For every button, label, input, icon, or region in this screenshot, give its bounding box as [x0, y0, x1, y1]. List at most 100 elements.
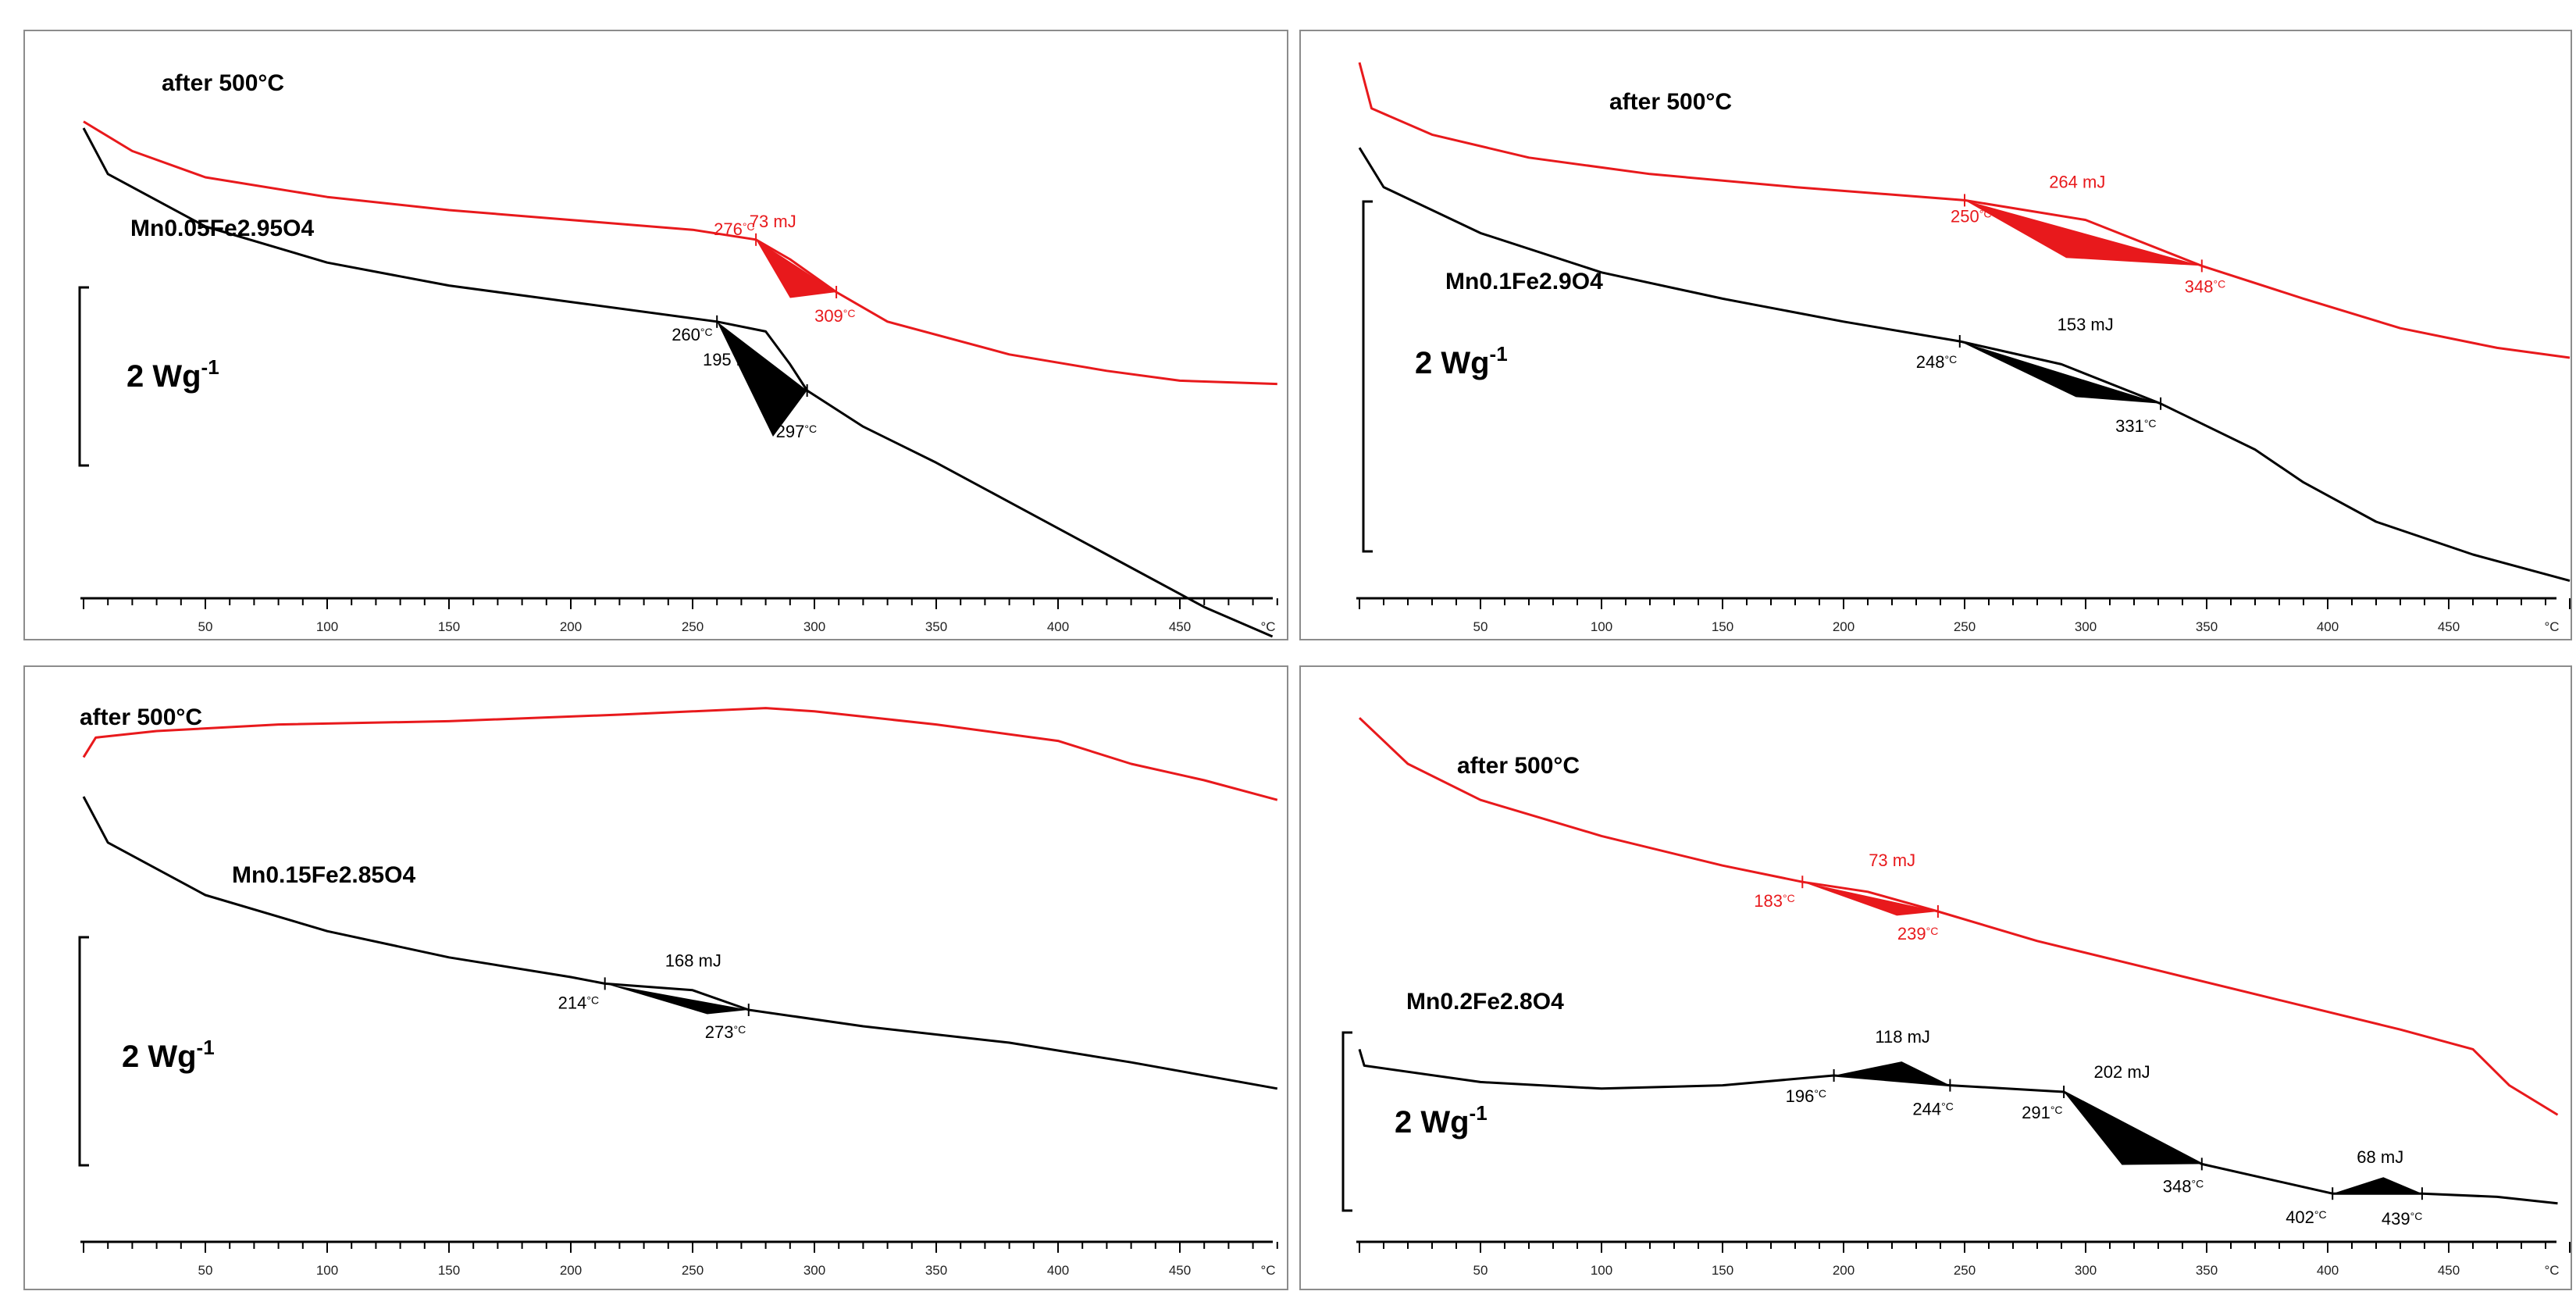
- x-tick-label: 350: [925, 1263, 947, 1278]
- x-axis-unit: °C: [2544, 1263, 2559, 1278]
- series-after-500: 183°C 239°C 73 mJ: [1358, 717, 2559, 1116]
- degree-unit: °C: [586, 993, 599, 1006]
- x-axis: 50 100 150 200 250 300 350 400 450 °C: [1356, 597, 2571, 634]
- peak-energy-label: 73 mJ: [1869, 851, 1915, 870]
- x-tick-label: 450: [2438, 619, 2460, 634]
- series-sample: 196°C 244°C 118 mJ 291°C 348°C 202 mJ 402°C 439…: [1358, 1027, 2558, 1229]
- x-tick-label: 100: [316, 1263, 338, 1278]
- sample-label: Mn0.05Fe2.95O4: [130, 216, 314, 241]
- x-tick-label: 300: [2075, 619, 2097, 634]
- x-tick-label: 450: [2438, 1263, 2460, 1278]
- peak-end-label: 309°C: [814, 306, 855, 326]
- series-sample: 248°C 331°C 153 mJ: [1358, 147, 2571, 583]
- peak-start-label: 291°C: [2022, 1103, 2062, 1122]
- degree-unit: °C: [2314, 1208, 2327, 1221]
- peak-end-label: 244°C: [1912, 1100, 1953, 1119]
- degree-unit: °C: [733, 1023, 746, 1036]
- series-line: [1358, 147, 2571, 583]
- peak-area: [717, 321, 807, 437]
- peak-end-label: 331°C: [2115, 416, 2156, 436]
- peak-energy-label: 118 mJ: [1875, 1027, 1930, 1047]
- peak-end-label: 297°C: [776, 422, 817, 441]
- degree-unit: °C: [2050, 1104, 2063, 1116]
- peak-area: [2332, 1177, 2422, 1194]
- after-500-label: after 500°C: [162, 70, 284, 96]
- peak-energy-label: 68 mJ: [2357, 1147, 2403, 1167]
- series-sample: 260°C 297°C 195 mJ: [82, 127, 1274, 638]
- x-tick-label: 450: [1169, 1263, 1191, 1278]
- dsc-panel-mn015: 50 100 150 200 250 300 350 400 450 °C 2 Wg-1 214°C 2…: [23, 665, 1288, 1290]
- dsc-panel-mn005: 50 100 150 200 250 300 350 400 450 °C 2 Wg-1 276°C 3…: [23, 30, 1288, 640]
- degree-unit: °C: [843, 307, 856, 319]
- scale-bar-label: 2 Wg-1: [1395, 1101, 1488, 1140]
- peak-start-label: 183°C: [1754, 891, 1794, 911]
- peak-start-label: 214°C: [558, 993, 599, 1012]
- x-tick-label: 150: [1712, 1263, 1733, 1278]
- after-500-label: after 500°C: [80, 704, 202, 730]
- x-tick-label: 300: [2075, 1263, 2097, 1278]
- peak-start-label: 250°C: [1951, 206, 1991, 226]
- peak-end-label: 348°C: [2185, 276, 2225, 296]
- peak-end-label: 239°C: [1897, 924, 1938, 943]
- series-line: [82, 796, 1278, 1090]
- sample-label: Mn0.15Fe2.85O4: [232, 862, 415, 888]
- series-line: [1358, 1048, 2558, 1205]
- peak-start-label: 402°C: [2286, 1207, 2326, 1227]
- dsc-chart: 50 100 150 200 250 300 350 400 450 °C2 Wg-1214°C2…: [78, 704, 1278, 1278]
- degree-unit: °C: [1814, 1087, 1826, 1100]
- x-tick-label: 250: [1954, 619, 1976, 634]
- peak-area: [756, 239, 837, 298]
- x-tick-label: 400: [1047, 619, 1069, 634]
- x-tick-label: 50: [198, 619, 213, 634]
- peak-area: [1802, 882, 1938, 916]
- peak-energy-label: 153 mJ: [2058, 315, 2114, 334]
- degree-unit: °C: [743, 220, 755, 233]
- x-tick-label: 50: [1473, 619, 1488, 634]
- degree-unit: °C: [2192, 1177, 2204, 1190]
- peak-energy-label: 202 mJ: [2094, 1062, 2150, 1082]
- scale-bar-label: 2 Wg-1: [122, 1036, 215, 1074]
- dsc-panel-mn01: 50 100 150 200 250 300 350 400 450 °C 2 Wg-1 250°C 3…: [1299, 30, 2572, 640]
- peak-end-label: 439°C: [2382, 1209, 2422, 1229]
- scale-bar-bracket: [1341, 1031, 1352, 1212]
- peak-end-label: 348°C: [2163, 1176, 2204, 1196]
- x-axis: 50 100 150 200 250 300 350 400 450 °C: [1356, 1240, 2571, 1278]
- x-tick-label: 400: [2317, 1263, 2339, 1278]
- peak-end-label: 273°C: [705, 1022, 746, 1042]
- peak-area: [1965, 200, 2202, 266]
- scale-bar: 2 Wg-1: [78, 936, 215, 1167]
- x-tick-label: 150: [438, 1263, 460, 1278]
- dsc-chart: 50 100 150 200 250 300 350 400 450 °C 2 Wg-1 250°C 3…: [1356, 62, 2571, 634]
- scale-bar: 2 Wg-1: [1341, 1031, 1488, 1212]
- scale-bar-bracket: [78, 286, 89, 467]
- degree-unit: °C: [1783, 892, 1795, 904]
- degree-unit: °C: [1945, 353, 1958, 366]
- series-line: [82, 707, 1278, 801]
- sample-label: Mn0.2Fe2.8O4: [1406, 989, 1564, 1015]
- x-axis-unit: °C: [1260, 619, 1275, 634]
- x-tick-label: 200: [560, 619, 582, 634]
- x-tick-label: 400: [2317, 619, 2339, 634]
- peak-start-label: 260°C: [672, 325, 712, 344]
- degree-unit: °C: [1941, 1100, 1954, 1113]
- series-sample: 214°C 273°C 168 mJ: [82, 796, 1278, 1090]
- x-tick-label: 350: [2196, 619, 2218, 634]
- scale-bar: 2 Wg-1: [78, 286, 219, 467]
- series-line: [1358, 62, 2571, 359]
- x-tick-label: 100: [1591, 1263, 1612, 1278]
- x-tick-label: 250: [682, 619, 704, 634]
- sample-label: Mn0.1Fe2.9O4: [1445, 269, 1603, 294]
- degree-unit: °C: [700, 326, 713, 338]
- x-tick-label: 200: [1833, 1263, 1855, 1278]
- x-tick-label: 50: [1473, 1263, 1488, 1278]
- peak-area: [1833, 1061, 1951, 1086]
- degree-unit: °C: [804, 423, 817, 435]
- x-axis-unit: °C: [1260, 1263, 1275, 1278]
- peak-energy-label: 168 mJ: [665, 951, 721, 970]
- x-tick-label: 300: [803, 1263, 825, 1278]
- degree-unit: °C: [2410, 1210, 2423, 1222]
- x-tick-label: 50: [198, 1263, 213, 1278]
- x-tick-label: 200: [560, 1263, 582, 1278]
- dsc-panel-mn02: 50 100 150 200 250 300 350 400 450 °C 2 Wg-1 183°C 2…: [1299, 665, 2572, 1290]
